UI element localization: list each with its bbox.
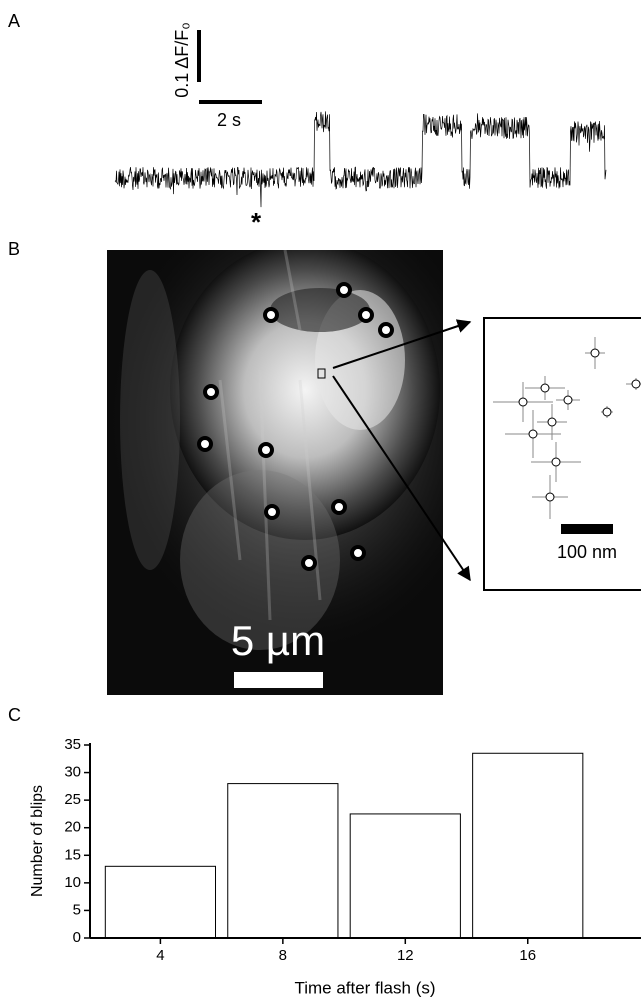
dot bbox=[378, 322, 394, 338]
point bbox=[590, 348, 600, 358]
inset bbox=[483, 317, 641, 591]
y-tick-label: 5 bbox=[73, 901, 81, 918]
dot bbox=[203, 384, 219, 400]
micrograph bbox=[107, 250, 443, 695]
y-axis-label: Number of blips bbox=[29, 785, 46, 897]
point bbox=[540, 383, 550, 393]
dot bbox=[258, 442, 274, 458]
dot bbox=[264, 504, 280, 520]
y-tick-label: 10 bbox=[64, 874, 81, 891]
panel-label: A bbox=[8, 11, 20, 31]
dot bbox=[331, 499, 347, 515]
dot bbox=[350, 545, 366, 561]
point bbox=[551, 457, 561, 467]
scale-label: 2 s bbox=[217, 110, 241, 130]
point bbox=[631, 379, 641, 389]
y-tick-label: 20 bbox=[64, 819, 81, 836]
bar-chart: Number of blips Time after flash (s) 0 5 1… bbox=[29, 736, 641, 997]
x-tick-label: 16 bbox=[519, 947, 536, 964]
y-tick-label: 35 bbox=[64, 736, 81, 753]
point bbox=[518, 397, 528, 407]
scale-label: 5 µm bbox=[231, 617, 325, 664]
arrow bbox=[332, 375, 471, 582]
asterisk: * bbox=[251, 207, 262, 237]
scale-bar bbox=[234, 672, 323, 688]
dot bbox=[358, 307, 374, 323]
dot bbox=[301, 555, 317, 571]
dot bbox=[197, 436, 213, 452]
panel-b: 5 µm 100 nm bbox=[107, 250, 641, 695]
y-tick-label: 0 bbox=[73, 929, 81, 946]
x-tick-label: 12 bbox=[397, 947, 414, 964]
inset-points bbox=[493, 337, 641, 519]
point bbox=[547, 417, 557, 427]
panel-a: 0.1 ΔF/F₀ 2 s * bbox=[114, 22, 607, 237]
y-tick-label: 30 bbox=[64, 764, 81, 781]
point bbox=[545, 492, 555, 502]
y-tick-label: 25 bbox=[64, 791, 81, 808]
x-axis-label: Time after flash (s) bbox=[294, 978, 435, 997]
scale-label: 100 nm bbox=[557, 542, 617, 562]
dot bbox=[263, 307, 279, 323]
trace bbox=[114, 111, 607, 208]
panel-label: C bbox=[8, 705, 21, 725]
y-tick-label: 15 bbox=[64, 846, 81, 863]
roi bbox=[317, 368, 326, 379]
x-tick-label: 4 bbox=[156, 947, 164, 964]
bar bbox=[472, 752, 584, 939]
bar bbox=[349, 813, 461, 939]
x-tick-label: 8 bbox=[279, 947, 287, 964]
dot bbox=[336, 282, 352, 298]
bar bbox=[104, 865, 217, 939]
point bbox=[563, 395, 573, 405]
scale-label: 0.1 ΔF/F₀ bbox=[172, 22, 192, 98]
panel-label: B bbox=[8, 239, 20, 259]
bar bbox=[227, 783, 339, 939]
point bbox=[602, 407, 612, 417]
scale-bar bbox=[561, 524, 613, 534]
arrow bbox=[332, 319, 472, 369]
dots bbox=[197, 282, 394, 571]
point bbox=[528, 429, 538, 439]
